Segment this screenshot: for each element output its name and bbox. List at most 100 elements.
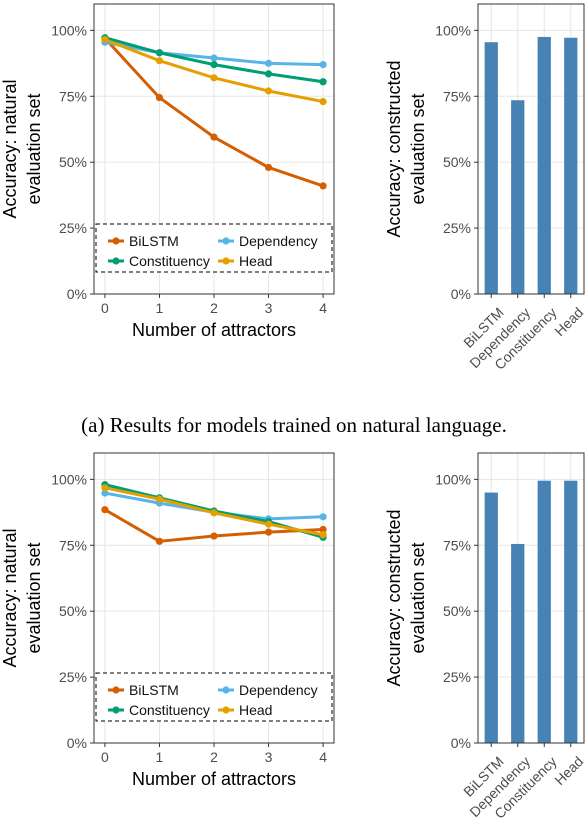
legend-label: Dependency (239, 682, 318, 698)
data-point-dependency (264, 59, 273, 67)
bar-head (564, 480, 578, 743)
data-point-dependency (319, 513, 327, 521)
legend-key-point (222, 257, 230, 265)
x-tick-label: 3 (265, 749, 273, 765)
panel-a-line-chart: 0% 25% 50% 75% 100% 0 1 2 3 4 Number of attractors… (0, 3, 335, 340)
panel-b-bar-chart: 0%25%50%75%100%BiLSTMDependencyConstitue… (384, 452, 586, 822)
y-tick-label: 50% (443, 154, 471, 170)
data-point-dependency (210, 54, 218, 62)
x-tick-label: 2 (210, 300, 218, 316)
y-axis-title: Accuracy: constructed (384, 509, 404, 686)
y-tick-label: 0% (451, 286, 471, 302)
data-point-bilstm (319, 182, 327, 190)
data-point-bilstm (210, 532, 218, 540)
legend-label: Constituency (129, 702, 210, 718)
legend-box (95, 672, 333, 722)
y-tick-label: 0% (67, 286, 87, 302)
y-tick-label: 75% (59, 537, 87, 553)
legend-label: BiLSTM (129, 682, 179, 698)
caption-a: (a) Results for models trained on natura… (81, 413, 507, 437)
legend-label: Head (239, 702, 272, 718)
legend-label: Head (239, 253, 272, 269)
y-tick-label: 0% (67, 735, 87, 751)
data-point-head (101, 35, 109, 44)
y-tick-label: 100% (51, 471, 87, 487)
data-point-constituency (210, 61, 218, 69)
x-tick-label: 1 (156, 749, 164, 765)
y-tick-label: 75% (59, 88, 87, 104)
data-point-head (101, 484, 109, 492)
y-axis-title: evaluation set (24, 542, 44, 653)
legend-label: Dependency (239, 233, 318, 249)
y-tick-label: 0% (451, 735, 471, 751)
data-point-dependency (319, 61, 327, 69)
data-point-head (264, 520, 273, 528)
y-axis-title: evaluation set (24, 93, 44, 204)
plot-border (477, 3, 585, 295)
data-point-head (155, 57, 164, 65)
y-tick-label: 50% (443, 603, 471, 619)
legend-box (95, 223, 333, 273)
data-point-bilstm (264, 528, 273, 536)
legend-label: Constituency (129, 253, 210, 269)
data-point-constituency (264, 70, 273, 78)
legend-key-point (112, 686, 120, 694)
bar-bilstm (484, 42, 498, 295)
legend-key-point (222, 686, 230, 694)
panel-b-line-chart: 0% 25% 50% 75% 100% 0 1 2 3 4 Number of attractors… (0, 452, 335, 789)
y-tick-label: 75% (443, 88, 471, 104)
data-point-constituency (155, 49, 164, 57)
x-axis-title: Number of attractors (132, 769, 296, 789)
legend-key-point (112, 237, 120, 245)
data-point-bilstm (101, 506, 109, 514)
x-tick-label: 1 (156, 300, 164, 316)
y-tick-label: 50% (59, 154, 87, 170)
legend-label: BiLSTM (129, 233, 179, 249)
legend-key-point (222, 706, 230, 714)
y-tick-label: 50% (59, 603, 87, 619)
x-tick-label: 2 (210, 749, 218, 765)
x-tick-label: 3 (265, 300, 273, 316)
data-point-head (319, 531, 327, 539)
data-point-bilstm (155, 537, 164, 545)
y-axis-title: Accuracy: constructed (384, 60, 404, 237)
y-tick-label: 100% (435, 471, 471, 487)
y-tick-label: 25% (443, 220, 471, 236)
x-tick-label: 0 (101, 749, 109, 765)
y-tick-label: 100% (51, 22, 87, 38)
y-axis-title: evaluation set (408, 93, 428, 204)
bar-constituency (537, 480, 551, 743)
data-point-head (319, 97, 327, 106)
data-point-head (155, 495, 164, 503)
bar-dependency (511, 543, 525, 743)
panel-a-bar-chart: 0%25%50%75%100%BiLSTMDependencyConstitue… (384, 3, 586, 373)
legend-key-point (112, 257, 120, 265)
y-tick-label: 75% (443, 537, 471, 553)
y-tick-label: 25% (59, 669, 87, 685)
data-point-bilstm (210, 133, 218, 141)
y-tick-label: 25% (59, 220, 87, 236)
x-tick-label: 0 (101, 300, 109, 316)
data-point-head (210, 509, 218, 517)
data-point-head (210, 74, 218, 82)
bar-constituency (537, 36, 551, 295)
data-point-bilstm (319, 525, 327, 534)
data-point-dependency (101, 489, 109, 497)
category-label: Head (551, 753, 586, 788)
x-tick-label: 4 (319, 749, 327, 765)
y-axis-title: evaluation set (408, 542, 428, 653)
plot-border (477, 452, 585, 744)
data-point-bilstm (264, 163, 273, 172)
x-tick-label: 4 (319, 300, 327, 316)
bar-bilstm (484, 492, 498, 743)
data-point-bilstm (155, 93, 164, 102)
y-tick-label: 100% (435, 22, 471, 38)
legend-key-point (222, 237, 230, 245)
x-axis-title: Number of attractors (132, 320, 296, 340)
data-point-head (264, 87, 273, 95)
bar-head (564, 37, 578, 294)
data-point-constituency (319, 78, 327, 86)
category-label: Head (551, 304, 586, 339)
bar-dependency (511, 100, 525, 295)
